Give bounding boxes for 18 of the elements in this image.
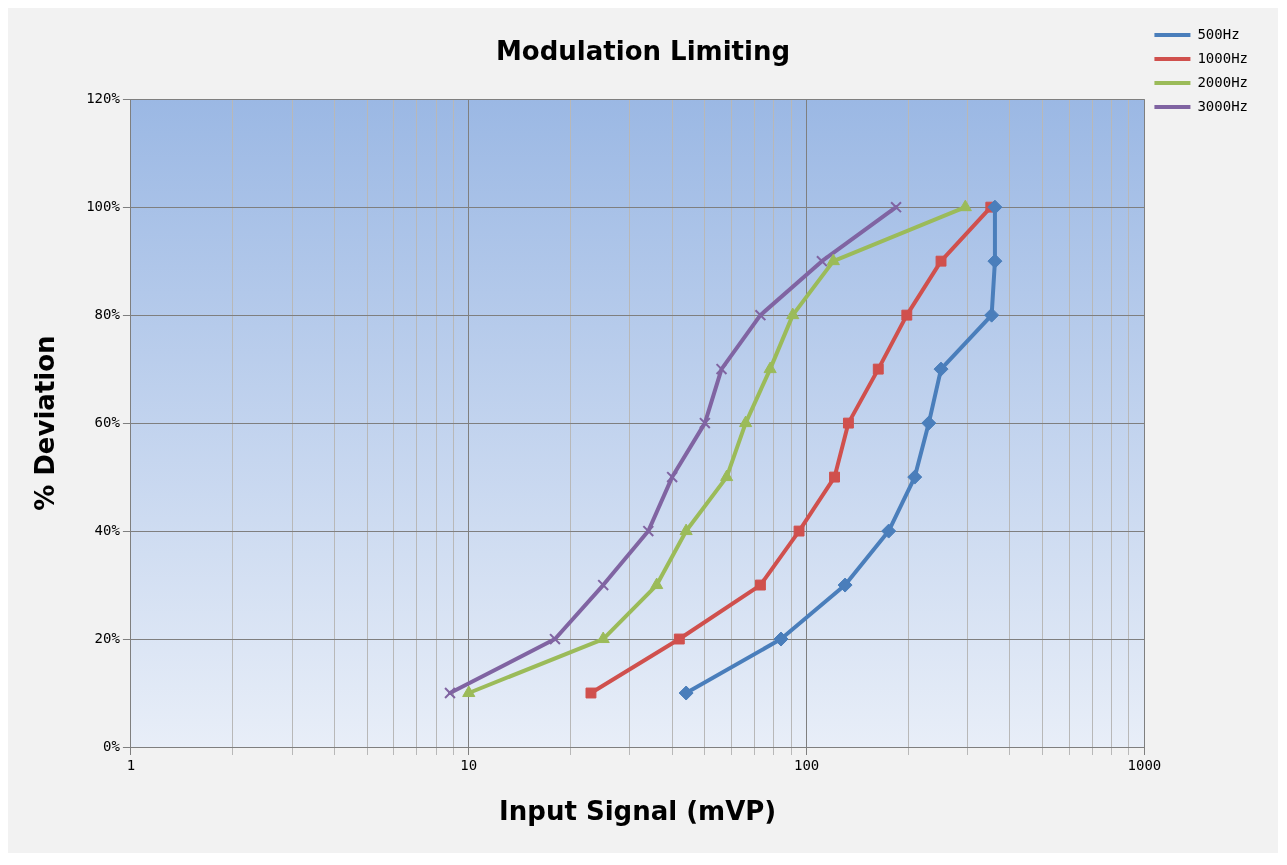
chart-title: Modulation Limiting	[495, 36, 791, 67]
legend-label: 2000Hz	[1197, 73, 1249, 90]
y-tick-label: 0%	[103, 737, 121, 754]
x-tick-label: 1000	[1127, 757, 1162, 774]
legend-label: 3000Hz	[1197, 97, 1249, 114]
legend-label: 500Hz	[1197, 25, 1240, 42]
y-axis-title: % Deviation	[30, 335, 61, 511]
x-tick-label: 10	[460, 757, 478, 774]
x-tick-label: 1	[126, 757, 136, 774]
y-tick-label: 60%	[94, 413, 121, 430]
y-tick-label: 120%	[86, 89, 121, 106]
y-tick-label: 40%	[94, 521, 121, 538]
y-tick-label: 100%	[86, 197, 121, 214]
x-axis-title: Input Signal (mVP)	[499, 796, 777, 827]
x-tick-label: 100	[793, 757, 820, 774]
y-tick-label: 20%	[94, 629, 121, 646]
y-tick-label: 80%	[94, 305, 121, 322]
legend-label: 1000Hz	[1197, 49, 1249, 66]
